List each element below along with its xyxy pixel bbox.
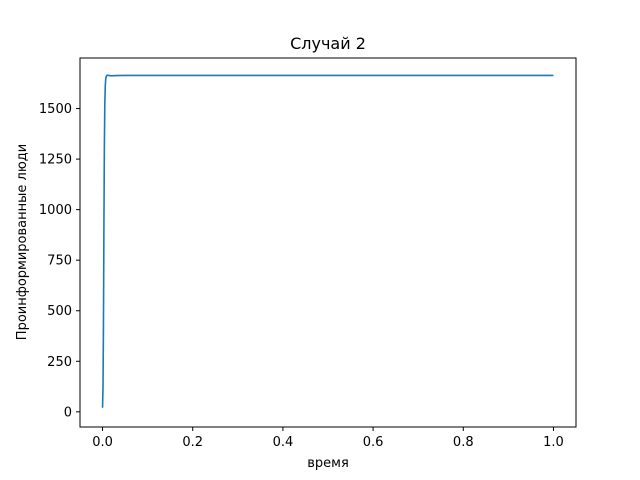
y-axis: 0 250 500 750 1000 1250 1500 bbox=[39, 102, 80, 420]
plot-area bbox=[101, 74, 554, 408]
series-line-0 bbox=[101, 74, 554, 408]
y-tick-label: 500 bbox=[47, 304, 72, 319]
axes-frame bbox=[79, 57, 577, 428]
chart-title: Случай 2 bbox=[290, 34, 366, 53]
x-tick-label: 1.0 bbox=[543, 435, 564, 450]
x-tick-label: 0.2 bbox=[182, 435, 203, 450]
y-tick-label: 0 bbox=[64, 405, 72, 420]
y-tick-label: 1000 bbox=[39, 203, 72, 218]
x-axis-label: время bbox=[307, 456, 349, 471]
x-tick-label: 0.0 bbox=[92, 435, 113, 450]
y-tick-label: 250 bbox=[47, 355, 72, 370]
y-tick-label: 1250 bbox=[39, 153, 72, 168]
y-axis-label: Проинформированные люди bbox=[15, 144, 30, 340]
y-tick-label: 1500 bbox=[39, 102, 72, 117]
x-tick-label: 0.8 bbox=[453, 435, 474, 450]
x-tick-label: 0.6 bbox=[363, 435, 384, 450]
x-axis: 0.0 0.2 0.4 0.6 0.8 1.0 bbox=[92, 427, 564, 450]
x-tick-label: 0.4 bbox=[273, 435, 294, 450]
y-tick-label: 750 bbox=[47, 254, 72, 269]
